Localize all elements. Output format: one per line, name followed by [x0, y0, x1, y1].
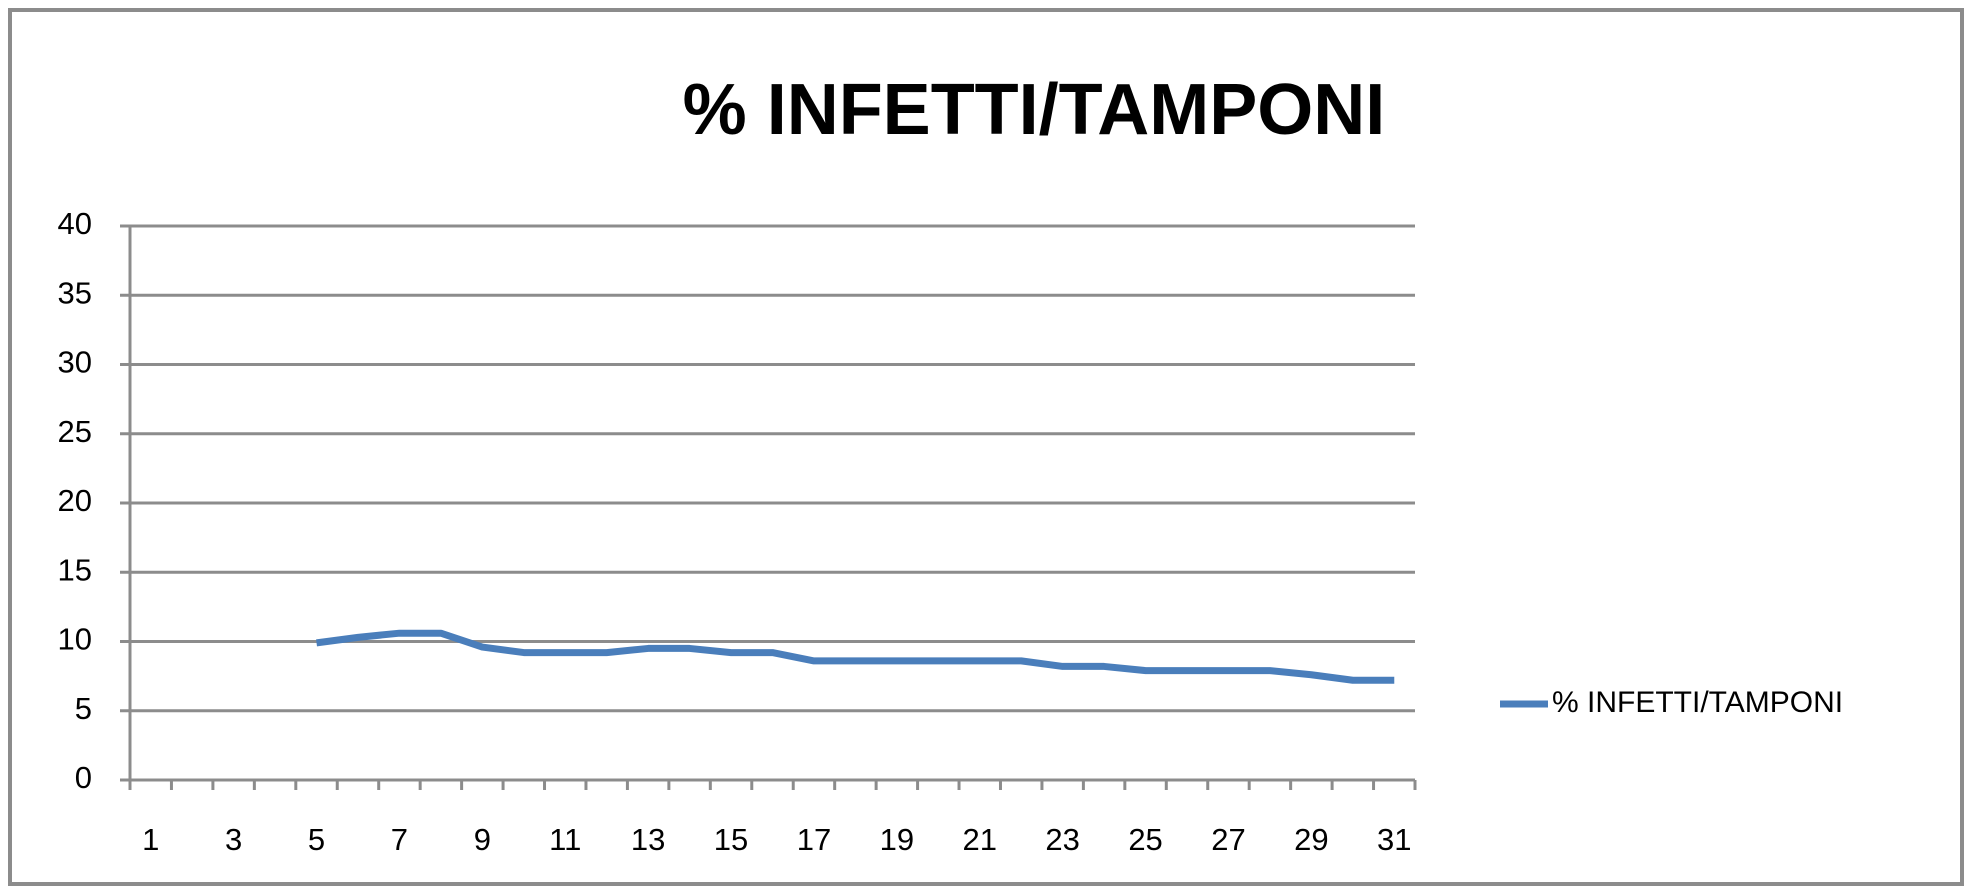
y-tick-label: 25 — [58, 414, 92, 449]
y-tick-label: 40 — [58, 206, 92, 241]
x-tick-label: 23 — [1045, 822, 1079, 857]
legend-label: % INFETTI/TAMPONI — [1552, 686, 1843, 719]
x-tick-label: 15 — [714, 822, 748, 857]
y-tick-label: 15 — [58, 552, 92, 587]
x-tick-label: 31 — [1377, 822, 1411, 857]
x-tick-label: 25 — [1128, 822, 1162, 857]
y-tick-label: 20 — [58, 483, 92, 518]
y-tick-label: 0 — [75, 760, 92, 795]
data-line — [316, 629, 1395, 684]
x-tick-label: 19 — [880, 822, 914, 857]
x-tick-label: 11 — [549, 822, 581, 857]
y-tick-label: 10 — [58, 622, 92, 657]
x-tick-label: 17 — [797, 822, 831, 857]
x-tick-label: 1 — [142, 822, 159, 857]
x-tick-label: 5 — [308, 822, 325, 857]
x-tick-label: 21 — [963, 822, 997, 857]
y-tick-label: 35 — [58, 275, 92, 310]
x-tick-label: 9 — [474, 822, 491, 857]
x-tick-label: 3 — [225, 822, 242, 857]
x-tick-label: 7 — [391, 822, 408, 857]
y-tick-label: 30 — [58, 345, 92, 380]
x-tick-label: 27 — [1211, 822, 1245, 857]
chart-title: % INFETTI/TAMPONI — [683, 70, 1386, 150]
x-tick-label: 13 — [631, 822, 665, 857]
x-tick-label: 29 — [1294, 822, 1328, 857]
y-tick-label: 5 — [75, 691, 92, 726]
chart-frame — [8, 8, 1964, 886]
